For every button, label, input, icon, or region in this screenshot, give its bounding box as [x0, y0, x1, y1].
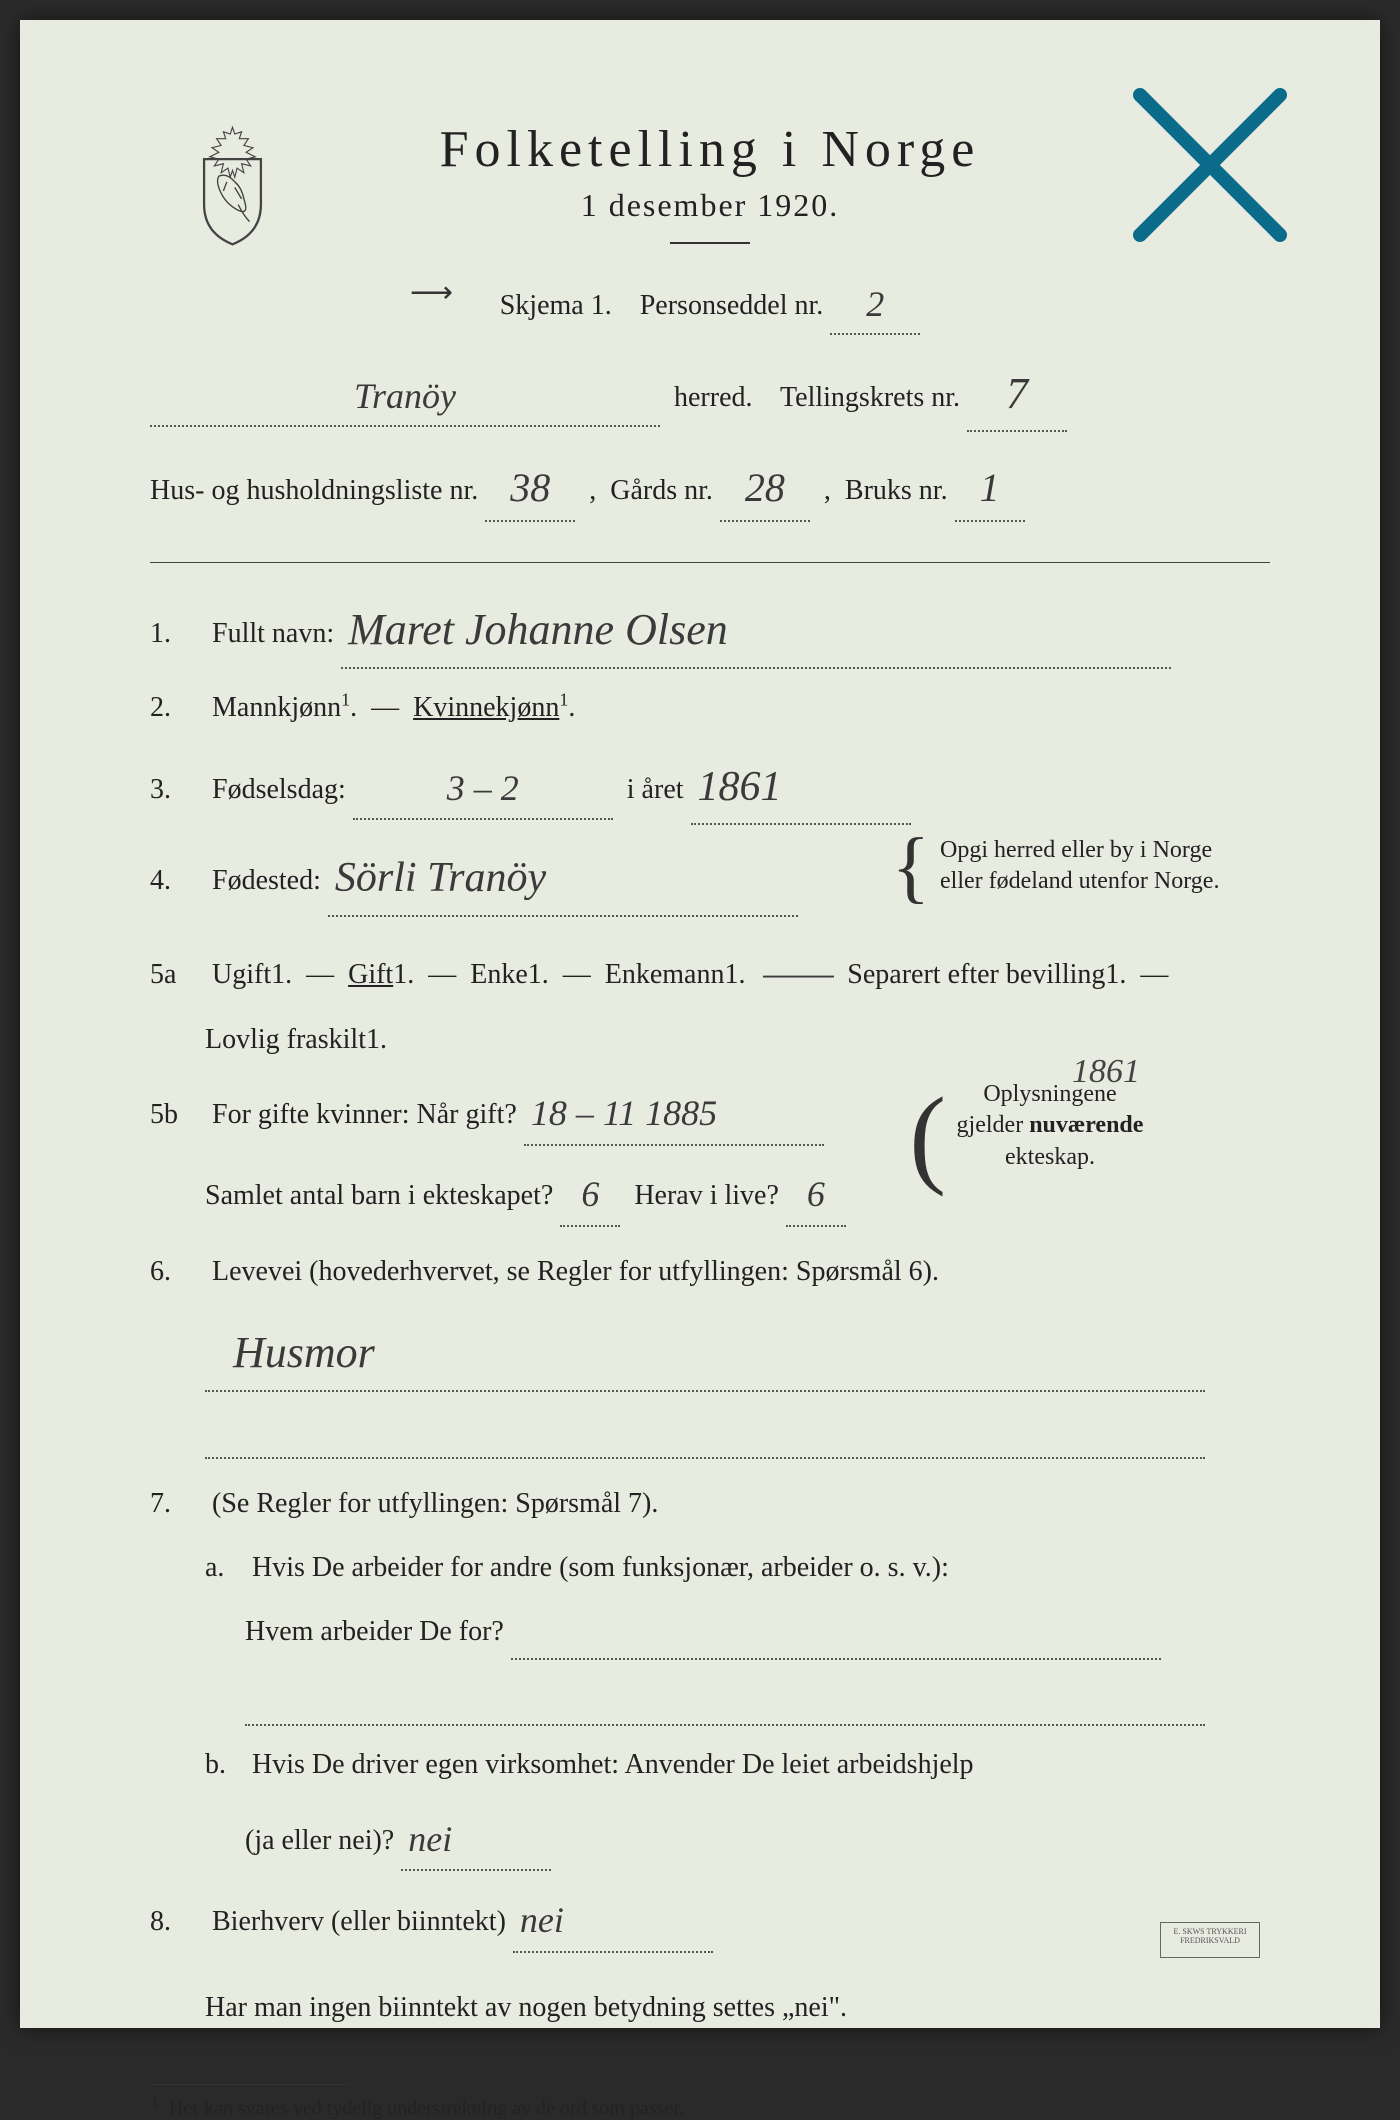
q7a-label: a.	[205, 1543, 245, 1593]
tellingskrets-value: 7	[1006, 369, 1028, 418]
q4-num: 4.	[150, 856, 205, 906]
q5a-ugift: Ugift	[212, 959, 271, 990]
q7a-blank	[150, 1674, 1270, 1726]
brace-icon: {	[892, 847, 930, 887]
q8-row: 8. Bierhverv (eller biinntekt) nei	[150, 1886, 1270, 1953]
q5b-label: For gifte kvinner: Når gift?	[212, 1099, 517, 1130]
q7b-row: b. Hvis De driver egen virksomhet: Anven…	[150, 1740, 1270, 1790]
q7b-value: nei	[408, 1819, 452, 1859]
q4-note1: Opgi herred eller by i Norge	[940, 837, 1212, 863]
q5b-note2: gjelder nuværende	[957, 1112, 1144, 1138]
q6-value-row: Husmor	[150, 1311, 1270, 1392]
q5b-barn: 6	[581, 1174, 599, 1214]
q5b-herav: 6	[807, 1174, 825, 1214]
q2-num: 2.	[150, 683, 205, 733]
bruks-label: Bruks nr.	[845, 475, 948, 506]
q5b-row: 1861 5b For gifte kvinner: Når gift? 18 …	[150, 1079, 1270, 1146]
q3-year: 1861	[698, 764, 782, 810]
bottom-note: Har man ingen biinntekt av nogen betydni…	[205, 1992, 847, 2023]
herred-label: herred.	[674, 382, 753, 413]
q5b-note3: ekteskap.	[1005, 1144, 1095, 1170]
personseddel-value: 2	[866, 284, 884, 324]
q2-mann: Mannkjønn	[212, 692, 341, 723]
personseddel-label: Personseddel nr.	[640, 290, 824, 321]
census-form-page: Folketelling i Norge 1 desember 1920. ⟶ …	[20, 20, 1380, 2028]
q6-label: Levevei (hovederhvervet, se Regler for u…	[212, 1256, 939, 1287]
q7-label: (Se Regler for utfyllingen: Spørsmål 7).	[212, 1488, 658, 1519]
page-subtitle: 1 desember 1920.	[150, 187, 1270, 224]
q5a-enkemann: Enkemann	[605, 959, 725, 990]
hus-value: 38	[510, 465, 550, 510]
q7b-label: b.	[205, 1740, 245, 1790]
coat-of-arms-icon	[185, 125, 280, 250]
q2-kvinne: Kvinnekjønn	[413, 692, 559, 723]
q6-num: 6.	[150, 1247, 205, 1297]
q3-num: 3.	[150, 765, 205, 815]
q3-year-label: i året	[627, 774, 684, 805]
q7-num: 7.	[150, 1479, 205, 1529]
ids-line: Hus- og husholdningsliste nr. 38 , Gårds…	[150, 452, 1270, 522]
q5b-num: 5b	[150, 1090, 205, 1140]
herred-value: Tranöy	[354, 376, 456, 416]
footnote-num: 1	[150, 2091, 159, 2111]
q5a-sep: Separert efter bevilling	[847, 959, 1105, 990]
q1-label: Fullt navn:	[212, 618, 334, 649]
q5a-lovlig: Lovlig fraskilt	[205, 1024, 366, 1055]
gards-label: Gårds nr.	[610, 475, 713, 506]
q3-label: Fødselsdag:	[212, 774, 346, 805]
q1-num: 1.	[150, 609, 205, 659]
q2-row: 2. Mannkjønn1. — Kvinnekjønn1.	[150, 683, 1270, 733]
q5b-note1: Oplysningene	[983, 1081, 1116, 1107]
skjema-label: Skjema 1.	[500, 290, 612, 321]
page-title: Folketelling i Norge	[150, 120, 1270, 179]
q1-value: Maret Johanne Olsen	[348, 605, 728, 654]
q7a-row: a. Hvis De arbeider for andre (som funks…	[150, 1543, 1270, 1593]
q1-row: 1. Fullt navn: Maret Johanne Olsen	[150, 588, 1270, 669]
location-line: Tranöy herred. Tellingskrets nr. 7	[150, 355, 1270, 432]
q4-value: Sörli Tranöy	[335, 855, 546, 901]
section-divider	[150, 562, 1270, 563]
q5b-date: 18 – 11 1885	[531, 1093, 717, 1133]
q7a-row2: Hvem arbeider De for?	[150, 1607, 1270, 1659]
q6-row: 6. Levevei (hovederhvervet, se Regler fo…	[150, 1247, 1270, 1297]
q3-row: 3. Fødselsdag: 3 – 2 i året 1861	[150, 748, 1270, 826]
q4-row: 4. Fødested: Sörli Tranöy { Opgi herred …	[150, 839, 1270, 917]
hus-label: Hus- og husholdningsliste nr.	[150, 475, 478, 506]
q5a-gift: Gift	[348, 959, 393, 990]
bottom-note-row: Har man ingen biinntekt av nogen betydni…	[150, 1983, 1270, 2033]
footnote: 1 Her kan svares ved tydelig understrekn…	[150, 2091, 1270, 2120]
q3-day: 3 – 2	[447, 768, 519, 808]
q5b-herav-label: Herav i live?	[634, 1180, 779, 1211]
q6-value: Husmor	[233, 1328, 375, 1377]
form-line: ⟶ Skjema 1. Personseddel nr. 2	[150, 272, 1270, 335]
tellingskrets-label: Tellingskrets nr.	[780, 382, 960, 413]
q8-value: nei	[520, 1900, 564, 1940]
title-divider	[670, 242, 750, 244]
q7-row: 7. (Se Regler for utfyllingen: Spørsmål …	[150, 1479, 1270, 1529]
q8-num: 8.	[150, 1897, 205, 1947]
q5a-num: 5a	[150, 950, 205, 1000]
q5a-enke: Enke	[470, 959, 528, 990]
q6-blank-row	[150, 1406, 1270, 1458]
q7b-text1: Hvis De driver egen virksomhet: Anvender…	[252, 1749, 974, 1780]
arrow-mark-icon: ⟶	[410, 267, 453, 318]
q2-dash: —	[371, 692, 399, 723]
footnote-text: Her kan svares ved tydelig understreknin…	[169, 2097, 684, 2119]
bruks-value: 1	[980, 465, 1000, 510]
footnote-rule	[150, 2084, 350, 2085]
gards-value: 28	[745, 465, 785, 510]
printer-stamp: E. SKWS TRYKKERIFREDRIKSVALD	[1160, 1922, 1260, 1958]
q4-note2: eller fødeland utenfor Norge.	[940, 868, 1219, 894]
q7b-row2: (ja eller nei)? nei	[150, 1805, 1270, 1872]
q7a-text1: Hvis De arbeider for andre (som funksjon…	[252, 1552, 949, 1583]
q5b-barn-label: Samlet antal barn i ekteskapet?	[205, 1180, 553, 1211]
q4-label: Fødested:	[212, 865, 321, 896]
q5a-row: 5a Ugift1. — Gift1. — Enke1. — Enkemann1…	[150, 947, 1270, 1001]
q7b-text2: (ja eller nei)?	[245, 1825, 394, 1856]
q8-label: Bierhverv (eller biinntekt)	[212, 1906, 506, 1937]
q7a-text2: Hvem arbeider De for?	[245, 1616, 504, 1647]
